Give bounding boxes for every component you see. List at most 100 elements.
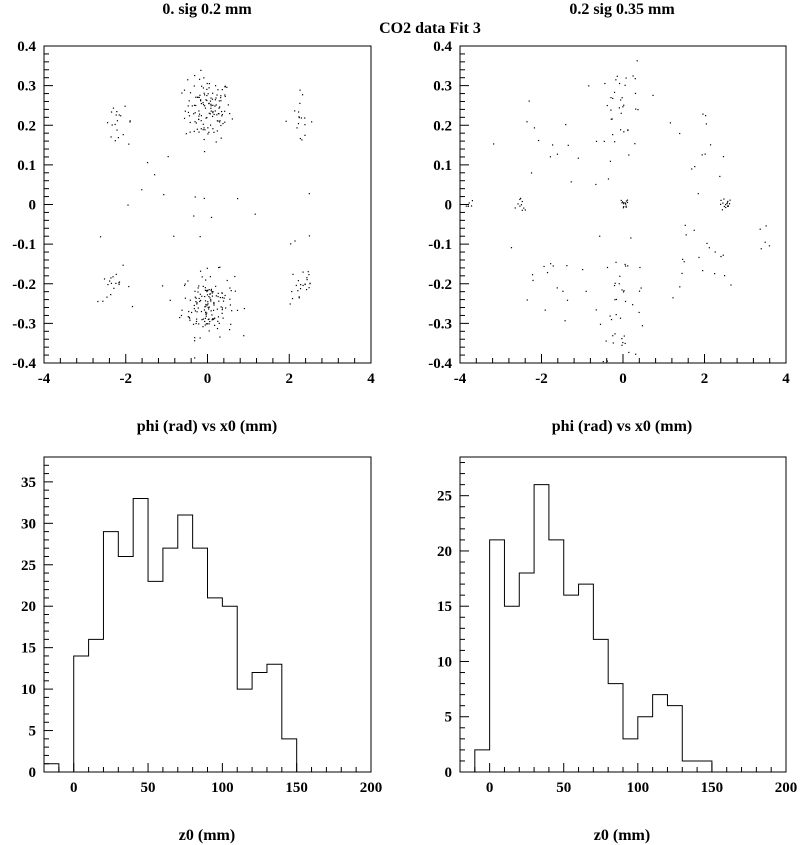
scatter-left-point (209, 124, 212, 126)
scatter-right-point (635, 353, 637, 355)
scatter-left-point (187, 316, 189, 318)
scatter-right-point (624, 263, 626, 266)
scatter-right-point (595, 140, 598, 142)
scatter-left-point (207, 127, 209, 129)
scatter-left-point (161, 285, 164, 287)
hist-left-bar (208, 598, 223, 772)
hist-right-bar (534, 485, 549, 772)
hist-left-ytick-label: 5 (29, 724, 37, 740)
scatter-left-point (208, 295, 210, 298)
scatter-left-point (122, 134, 124, 136)
scatter-left-point (204, 320, 206, 323)
scatter-left-point (299, 102, 301, 104)
scatter-left-point (211, 98, 214, 100)
scatter-right-point (702, 113, 704, 115)
scatter-left-point (199, 300, 201, 303)
scatter-left-point (236, 309, 239, 311)
hist-left-histogram-outline (43, 497, 371, 773)
scatter-left-ytick-label: 0.4 (17, 39, 36, 55)
hist-right-ytick-label: 25 (437, 489, 452, 505)
scatter-right-point (697, 193, 699, 195)
hist-left-ytick-label: 35 (21, 475, 36, 491)
scatter-right-point (620, 112, 622, 114)
scatter-left-point (198, 118, 200, 120)
scatter-left-point (212, 112, 214, 114)
scatter-left-point (187, 105, 189, 107)
scatter-left-point (204, 287, 206, 289)
scatter-left-point (205, 303, 207, 306)
hist-right-xtick-label: 0 (486, 780, 494, 796)
scatter-left-point (200, 102, 203, 105)
scatter-right-point (531, 274, 534, 276)
hist-left-bar (89, 639, 104, 772)
scatter-left-point (212, 318, 214, 320)
scatter-right-point (546, 272, 549, 274)
scatter-right-point (634, 143, 636, 145)
scatter-left-ytick-label: -0.4 (12, 356, 36, 372)
scatter-left-point (207, 93, 209, 95)
scatter-left-point (204, 107, 207, 109)
scatter-right-point (683, 261, 685, 263)
scatter-right-point (694, 166, 696, 168)
scatter-left-point (220, 95, 222, 97)
scatter-left-ytick-label: -0.1 (12, 237, 36, 253)
scatter-right-point (625, 77, 627, 79)
scatter-right-point (621, 289, 623, 291)
scatter-right-point (652, 94, 654, 97)
scatter-left-point (205, 323, 208, 325)
scatter-right-point (493, 143, 495, 145)
scatter-left-xtick-label: -4 (38, 371, 51, 387)
scatter-left-point (222, 122, 224, 125)
scatter-left-point (304, 117, 306, 119)
scatter-right-point (702, 270, 704, 272)
scatter-left-point (204, 306, 206, 308)
hist-right-xtick-label: 100 (627, 780, 650, 796)
scatter-left-point (179, 316, 181, 319)
scatter-left-point (221, 89, 223, 91)
scatter-right-point (622, 291, 625, 293)
scatter-left-point (254, 213, 256, 215)
scatter-left-point (184, 283, 186, 285)
scatter-right-point (614, 282, 616, 284)
scatter-left-point (198, 131, 200, 133)
scatter-right-xtick-label: 2 (701, 371, 709, 387)
scatter-left-point (205, 315, 207, 317)
scatter-right-ytick-label: -0.4 (428, 356, 452, 372)
scatter-left-point (112, 107, 115, 109)
scatter-left-title: 0. sig 0.2 mm (162, 1, 252, 18)
scatter-left-point (154, 174, 156, 176)
scatter-left-point (308, 193, 310, 195)
scatter-left-point (214, 85, 217, 87)
scatter-left-point (203, 77, 205, 79)
scatter-left-point (193, 85, 195, 87)
scatter-left-point (122, 264, 124, 266)
scatter-left-point (102, 300, 104, 302)
scatter-left-point (115, 282, 117, 284)
scatter-left-point (194, 74, 196, 77)
scatter-left-point (202, 87, 205, 89)
scatter-right-point (606, 360, 608, 362)
scatter-left-point (299, 89, 301, 91)
scatter-left-point (229, 298, 231, 300)
scatter-left-point (211, 314, 213, 316)
scatter-left-point (189, 92, 192, 94)
scatter-right-point (729, 199, 731, 201)
scatter-left-point (200, 310, 203, 313)
scatter-right-point (720, 199, 722, 202)
hist-left-bar (163, 548, 178, 772)
scatter-right-point (520, 197, 522, 199)
scatter-left-point (201, 85, 203, 87)
scatter-right-point (552, 265, 554, 267)
scatter-right-point (636, 60, 638, 62)
scatter-left-point (201, 276, 203, 278)
scatter-left-point (221, 312, 223, 314)
hist-left-bar (103, 532, 118, 772)
scatter-right-point (519, 198, 521, 201)
hist-right-ytick-label: 0 (445, 765, 453, 781)
scatter-left-point (199, 236, 201, 238)
scatter-left-point (297, 279, 299, 282)
scatter-left-point (113, 287, 115, 289)
scatter-left-point (231, 118, 233, 120)
scatter-right-point (625, 206, 627, 208)
scatter-left-point (210, 310, 212, 312)
